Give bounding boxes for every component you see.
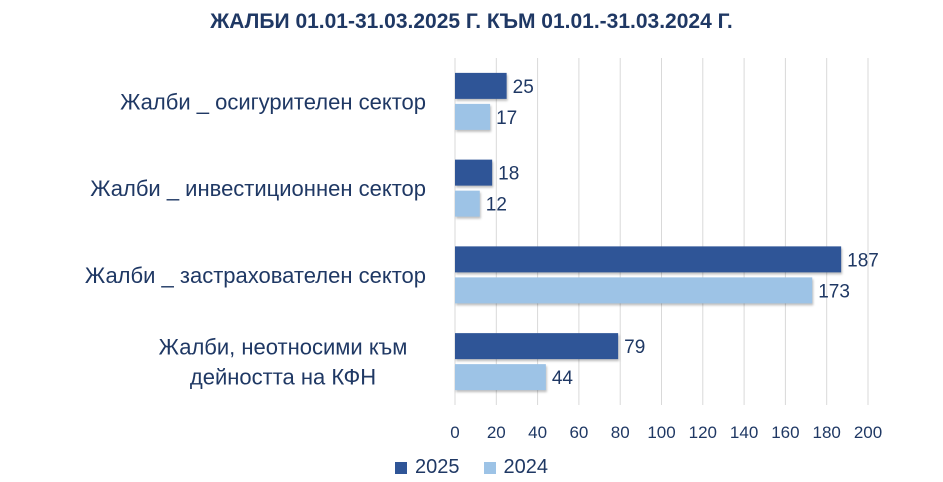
legend-item: 2025: [395, 456, 460, 479]
bar-2024: [455, 103, 491, 130]
data-label: 44: [552, 368, 574, 389]
x-tick-label: 200: [854, 423, 882, 442]
bar-2024: [455, 364, 546, 391]
x-tick-label: 20: [487, 423, 506, 442]
legend-label: 2025: [415, 456, 460, 478]
x-tick-label: 160: [771, 423, 799, 442]
data-label: 17: [496, 108, 517, 129]
data-label: 12: [486, 195, 507, 216]
x-tick-label: 60: [569, 423, 588, 442]
x-tick-label: 0: [450, 423, 459, 442]
x-tick-label: 140: [730, 423, 758, 442]
category-label: Жалби _ осигурителен сектор: [120, 89, 426, 114]
data-label: 173: [818, 281, 850, 302]
category-label: Жалби _ застрахователен сектор: [85, 263, 426, 288]
bar-2025: [455, 333, 619, 360]
x-tick-label: 100: [647, 423, 675, 442]
x-tick-label: 40: [528, 423, 547, 442]
legend-swatch: [483, 461, 496, 474]
bar-2024: [455, 190, 480, 217]
data-label: 79: [624, 337, 645, 358]
legend-item: 2024: [483, 456, 549, 479]
bar-2025: [455, 246, 842, 273]
category-label: Жалби, неотносими към: [159, 335, 408, 360]
bar-2025: [455, 159, 493, 186]
x-tick-label: 120: [689, 423, 717, 442]
bar-2025: [455, 72, 507, 99]
legend: 2025 2024: [0, 456, 943, 479]
category-label: дейността на КФН: [190, 365, 376, 390]
chart-title: ЖАЛБИ 01.01-31.03.2025 Г. КЪМ 01.01.-31.…: [210, 10, 733, 33]
legend-label: 2024: [503, 456, 549, 478]
data-label: 187: [847, 250, 879, 271]
bar-chart: 0 20 40 60 80 100 120 140 160 180 200 Жалби _ осигу…: [85, 58, 882, 442]
x-tick-label: 180: [813, 423, 841, 442]
legend-swatch: [395, 461, 407, 474]
category-label: Жалби _ инвестиционнен сектор: [90, 176, 426, 201]
data-label: 25: [513, 77, 534, 98]
data-label: 18: [498, 164, 519, 185]
bar-2024: [455, 277, 813, 304]
x-tick-label: 80: [611, 423, 630, 442]
